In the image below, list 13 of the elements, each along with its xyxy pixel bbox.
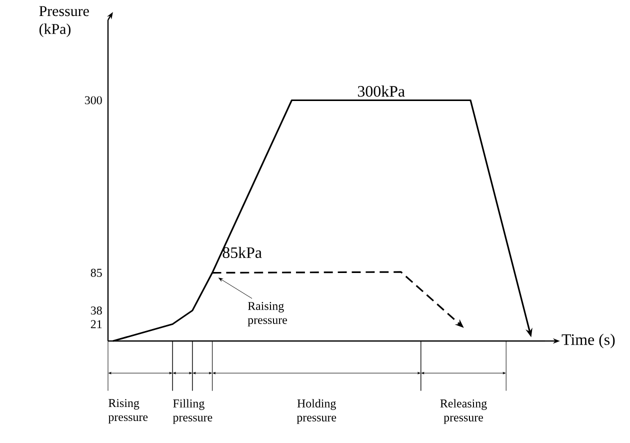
text: Releasing pressure [440, 399, 487, 424]
annotation: Raising pressure [248, 302, 288, 326]
text: Holding pressure [296, 399, 336, 424]
y-tick-label: 38 [90, 306, 102, 315]
x-axis-title: Time (s) [562, 334, 615, 348]
y-axis-title: Pressure (kPa) [39, 6, 89, 38]
text: Filling pressure [172, 399, 212, 424]
annotation: 300kPa [358, 86, 405, 97]
y-tick-label: 21 [90, 320, 102, 328]
text: Rising pressure [108, 399, 148, 424]
y-tick-label: 300 [85, 96, 102, 104]
annotation: 85kPa [222, 246, 262, 258]
y-tick-label: 85 [90, 268, 102, 277]
